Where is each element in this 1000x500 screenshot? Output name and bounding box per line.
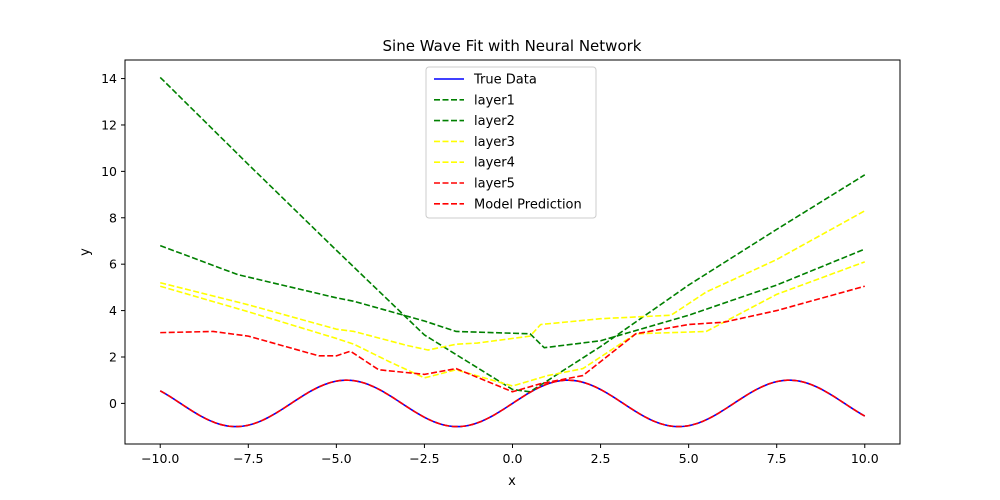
- legend-entry: layer1: [474, 93, 515, 108]
- legend-entry: True Data: [473, 73, 537, 88]
- x-tick-label: −5.0: [321, 451, 351, 466]
- series-line-layer3: [160, 210, 866, 351]
- series-line-layer4: [160, 261, 866, 387]
- x-tick-label: 7.5: [767, 451, 787, 466]
- x-axis-ticks: −10.0 −7.5 −5.0 −2.5 0.0 2.5 5.0 7.5 10.0: [141, 444, 879, 466]
- x-tick-label: 10.0: [851, 451, 879, 466]
- x-tick-label: −2.5: [409, 451, 439, 466]
- y-tick-label: 6: [109, 257, 117, 272]
- x-tick-label: −7.5: [233, 451, 263, 466]
- y-tick-label: 8: [109, 210, 117, 225]
- x-tick-label: 0.0: [503, 451, 523, 466]
- legend-entry: Model Prediction: [474, 197, 582, 212]
- legend-entry: layer3: [474, 135, 515, 150]
- series-layer: [159, 76, 866, 428]
- series-line-layer2: [159, 244, 866, 349]
- y-axis-label: y: [78, 248, 93, 256]
- series-line-layer1: [159, 76, 866, 393]
- y-tick-label: 12: [101, 117, 117, 132]
- legend-entry: layer2: [474, 114, 515, 129]
- legend-box: [425, 66, 597, 219]
- y-tick-label: 0: [109, 396, 117, 411]
- x-tick-label: 5.0: [679, 451, 699, 466]
- series-line-true-data: [159, 379, 866, 428]
- y-tick-label: 10: [101, 164, 117, 179]
- series-line-model-prediction: [159, 379, 866, 428]
- y-tick-label: 4: [109, 303, 117, 318]
- x-axis-label: x: [508, 474, 516, 489]
- x-tick-label: 2.5: [591, 451, 611, 466]
- legend-entry: layer5: [474, 177, 515, 192]
- legend: True Data layer1 layer2 layer3 layer4 layer5 M…: [425, 66, 597, 219]
- series-line-layer5: [160, 285, 865, 393]
- legend-entry: layer4: [474, 156, 515, 171]
- y-axis-ticks: 0 2 4 6 8 10 12 14: [101, 71, 125, 411]
- y-tick-label: 2: [109, 349, 117, 364]
- chart-title: Sine Wave Fit with Neural Network: [383, 37, 642, 55]
- y-tick-label: 14: [101, 71, 117, 86]
- x-tick-label: −10.0: [141, 451, 179, 466]
